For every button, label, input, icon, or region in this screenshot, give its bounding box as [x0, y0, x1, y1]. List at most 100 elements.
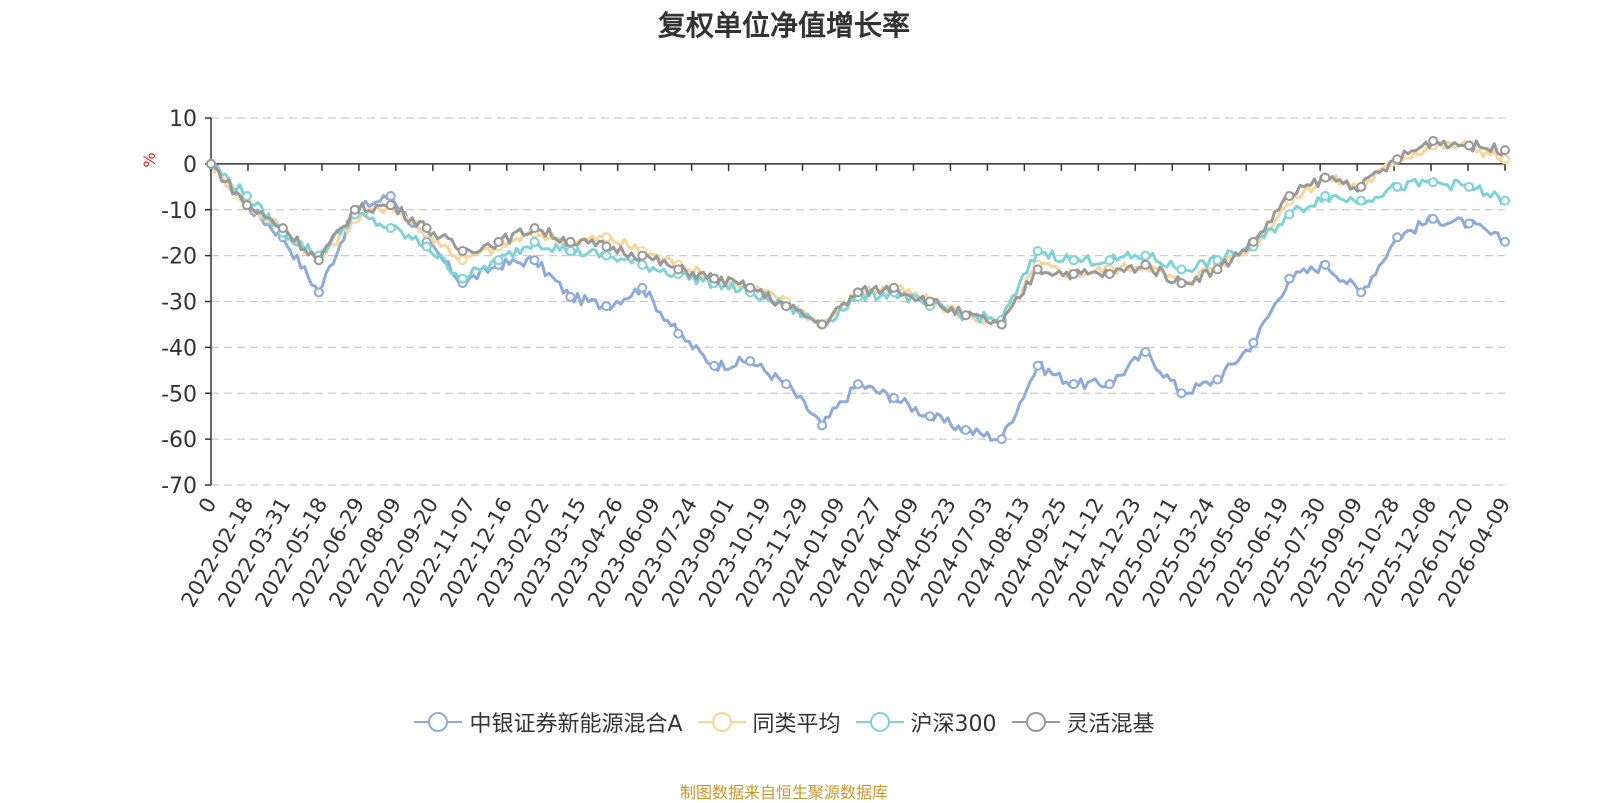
data-point: [1320, 172, 1331, 183]
data-point: [781, 301, 792, 312]
data-point: [421, 241, 432, 252]
data-point: [745, 282, 756, 293]
data-point: [1032, 246, 1043, 257]
data-point: [1428, 213, 1439, 224]
data-point: [1068, 255, 1079, 266]
data-point: [1464, 140, 1475, 151]
data-point: [349, 204, 360, 215]
data-point: [1500, 236, 1510, 247]
data-point: [996, 319, 1007, 330]
data-point: [493, 255, 504, 266]
y-tick-label: -10: [161, 199, 197, 224]
x-tick-label: 0: [194, 494, 221, 518]
data-point: [1248, 236, 1259, 247]
data-point: [1212, 264, 1223, 275]
data-point: [493, 236, 504, 247]
data-point: [1320, 259, 1331, 270]
data-point: [960, 424, 971, 435]
data-point: [1464, 218, 1475, 229]
data-point: [1176, 278, 1187, 289]
data-point: [1140, 259, 1151, 270]
data-point: [960, 310, 971, 321]
data-point: [565, 246, 576, 257]
data-point: [385, 200, 396, 211]
y-tick-label: -70: [161, 474, 197, 499]
data-point: [1176, 264, 1187, 275]
data-point: [673, 328, 684, 339]
data-point: [1392, 232, 1403, 243]
data-point: [241, 200, 252, 211]
legend-label: 沪深300: [910, 712, 997, 737]
legend-item[interactable]: 同类平均: [697, 706, 841, 738]
legend-label: 灵活混基: [1066, 712, 1155, 737]
data-point: [1392, 154, 1403, 165]
data-point: [1500, 154, 1510, 165]
data-point: [241, 190, 252, 201]
data-point: [1032, 264, 1043, 275]
data-point: [1104, 379, 1115, 390]
data-point: [853, 287, 863, 298]
data-point: [817, 420, 828, 431]
data-point: [385, 223, 396, 234]
data-point: [1068, 379, 1079, 390]
data-point: [888, 282, 899, 293]
data-point: [457, 246, 468, 257]
legend-item[interactable]: 灵活混基: [1011, 706, 1155, 738]
data-point: [385, 190, 396, 201]
data-point: [529, 223, 540, 234]
data-point: [565, 236, 576, 247]
data-point: [421, 223, 432, 234]
data-point: [637, 250, 648, 261]
data-point: [673, 264, 684, 275]
legend-symbol-icon: [697, 712, 746, 732]
legend-item[interactable]: 沪深300: [855, 706, 997, 738]
data-point: [1356, 181, 1367, 192]
data-point: [637, 282, 648, 293]
data-point: [781, 379, 792, 390]
data-point: [888, 392, 899, 403]
data-point: [1104, 268, 1115, 279]
data-point: [1212, 374, 1223, 385]
y-tick-label: -50: [161, 382, 197, 407]
data-point: [709, 273, 720, 284]
legend-label: 中银证券新能源混合A: [469, 712, 683, 737]
data-point: [277, 223, 288, 234]
data-point: [1068, 268, 1079, 279]
data-point: [1140, 346, 1151, 357]
data-point: [1176, 388, 1187, 399]
data-point: [1356, 287, 1367, 298]
y-tick-label: 10: [169, 107, 197, 132]
y-axis-unit: %: [140, 152, 159, 167]
data-point: [313, 287, 324, 298]
data-point: [601, 250, 612, 261]
data-point: [601, 241, 612, 252]
data-point: [601, 301, 612, 312]
data-point: [1104, 255, 1115, 266]
legend-symbol-icon: [414, 712, 463, 732]
data-point: [1464, 181, 1475, 192]
legend: 中银证券新能源混合A 同类平均 沪深300 灵活混基: [0, 706, 1568, 738]
data-point: [709, 360, 720, 371]
data-point: [1284, 209, 1295, 220]
y-tick-label: -60: [161, 428, 197, 453]
data-point: [1284, 190, 1295, 201]
data-point: [1212, 255, 1223, 266]
data-point: [924, 411, 935, 422]
data-point: [1428, 177, 1439, 188]
data-point: [1500, 195, 1510, 206]
data-point: [529, 255, 540, 266]
data-point: [313, 255, 324, 266]
y-tick-label: 0: [183, 153, 197, 178]
data-point: [853, 379, 863, 390]
data-point: [1140, 250, 1151, 261]
y-tick-label: -40: [161, 336, 197, 361]
y-tick-label: -20: [161, 245, 197, 270]
legend-symbol-icon: [1011, 712, 1060, 732]
data-point: [1356, 195, 1367, 206]
chart-title: 复权单位净值增长率: [657, 9, 910, 42]
legend-item[interactable]: 中银证券新能源混合A: [413, 706, 683, 738]
data-point: [637, 259, 648, 270]
data-point: [1320, 190, 1331, 201]
data-point: [924, 296, 935, 307]
